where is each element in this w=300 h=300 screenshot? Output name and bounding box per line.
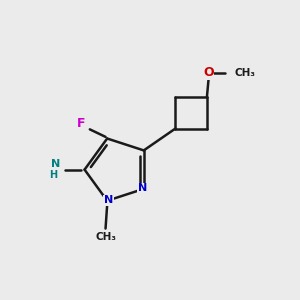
Text: N: N (51, 159, 60, 169)
Text: H: H (50, 169, 58, 179)
Text: CH₃: CH₃ (95, 232, 116, 242)
Text: F: F (77, 117, 85, 130)
Text: N: N (138, 183, 147, 193)
Text: CH₃: CH₃ (235, 68, 256, 77)
Text: O: O (203, 66, 214, 79)
Text: N: N (104, 195, 113, 205)
